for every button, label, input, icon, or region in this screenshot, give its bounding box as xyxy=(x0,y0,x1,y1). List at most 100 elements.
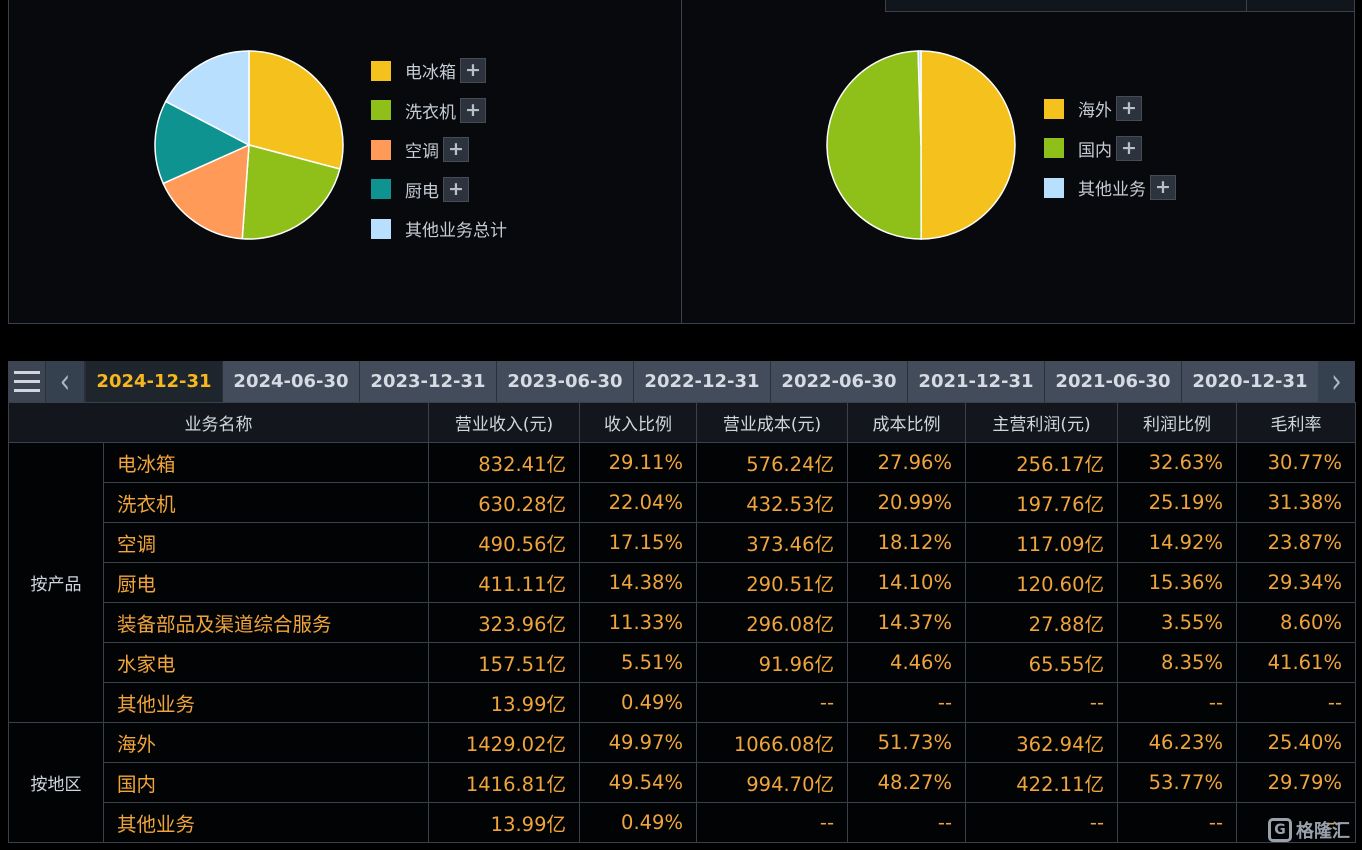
value-cell: 27.88亿 xyxy=(965,602,1118,643)
period-tab[interactable]: 2024-06-30 xyxy=(223,361,359,402)
logo-icon: G xyxy=(1268,818,1292,842)
column-header: 成本比例 xyxy=(847,402,966,443)
legend-label: 电冰箱 xyxy=(405,63,456,84)
period-tab[interactable]: 2022-06-30 xyxy=(771,361,907,402)
table-row: 洗衣机 630.28亿 22.04% 432.53亿 20.99% 197.76亿 25.1… xyxy=(9,482,1356,523)
expand-button[interactable]: + xyxy=(443,176,469,202)
table-row: 其他业务 13.99亿 0.49% -- -- -- -- -- xyxy=(9,802,1356,843)
table-header: 业务名称 营业收入(元) 收入比例 营业成本(元) 成本比例 主营利润(元) 利润比例 毛利率 xyxy=(8,402,1356,443)
value-cell: 14.37% xyxy=(847,602,966,643)
hamburger-icon xyxy=(13,368,40,395)
business-name-cell: 装备部品及渠道综合服务 xyxy=(103,602,429,643)
expand-button[interactable]: + xyxy=(443,137,469,163)
period-tab[interactable]: 2020-12-31 xyxy=(1182,361,1318,402)
expand-button[interactable]: + xyxy=(1116,135,1142,161)
period-tab[interactable]: 2021-12-31 xyxy=(908,361,1044,402)
prev-period-button[interactable]: ‹ xyxy=(46,361,84,402)
period-tab[interactable]: 2023-12-31 xyxy=(360,361,496,402)
value-cell: 323.96亿 xyxy=(428,602,580,643)
value-cell: 17.15% xyxy=(579,522,697,563)
value-cell: -- xyxy=(1117,682,1237,723)
product-legend-item[interactable]: 空调 + xyxy=(371,130,507,170)
value-cell: 29.79% xyxy=(1236,762,1356,803)
column-header: 营业收入(元) xyxy=(428,402,580,443)
value-cell: 411.11亿 xyxy=(428,562,580,603)
value-cell: 13.99亿 xyxy=(428,682,580,723)
region-legend-item[interactable]: 海外 + xyxy=(1044,89,1176,129)
value-cell: 46.23% xyxy=(1117,722,1237,763)
value-cell: -- xyxy=(1236,802,1356,843)
product-legend-item[interactable]: 电冰箱 + xyxy=(371,51,507,91)
value-cell: 117.09亿 xyxy=(965,522,1118,563)
product-legend-item[interactable]: 洗衣机 + xyxy=(371,91,507,131)
period-tab[interactable]: 2024-12-31 xyxy=(86,361,222,402)
product-slice[interactable] xyxy=(154,100,251,185)
business-name-cell: 水家电 xyxy=(103,642,429,683)
legend-swatch xyxy=(371,179,391,200)
product-chart-panel: 电冰箱 + 洗衣机 + 空调 + 厨电 + 其他业务总计 xyxy=(8,0,682,324)
region-slice[interactable] xyxy=(826,50,922,240)
column-header: 营业成本(元) xyxy=(696,402,848,443)
legend-label: 其他业务 xyxy=(1078,180,1146,201)
product-slice[interactable] xyxy=(162,143,250,240)
region-chart-panel: 海外 + 国内 + 其他业务 + xyxy=(681,0,1355,324)
product-slice[interactable] xyxy=(164,50,250,147)
group-label: 按地区 xyxy=(8,722,104,843)
business-name-cell: 其他业务 xyxy=(103,682,429,723)
expand-button[interactable]: + xyxy=(460,97,486,123)
region-pie-chart xyxy=(826,50,1016,240)
value-cell: 4.46% xyxy=(847,642,966,683)
expand-button[interactable]: + xyxy=(460,58,486,84)
period-tab-bar: ‹ 2024-12-31 2024-06-30 2023-12-31 2023-06-… xyxy=(8,361,1355,402)
period-tab[interactable]: 2021-06-30 xyxy=(1045,361,1181,402)
table-row: 其他业务 13.99亿 0.49% -- -- -- -- -- xyxy=(9,682,1356,723)
chevron-left-icon: ‹ xyxy=(59,362,71,401)
product-pie-chart xyxy=(154,50,344,240)
value-cell: 41.61% xyxy=(1236,642,1356,683)
expand-button[interactable]: + xyxy=(1150,175,1176,201)
value-cell: 32.63% xyxy=(1117,442,1237,483)
table-body: 按产品 电冰箱 832.41亿 29.11% 576.24亿 27.96% 256.17亿 3… xyxy=(8,442,1356,843)
period-tab[interactable]: 2022-12-31 xyxy=(634,361,770,402)
value-cell: 20.99% xyxy=(847,482,966,523)
table-row: 装备部品及渠道综合服务 323.96亿 11.33% 296.08亿 14.37% 27.… xyxy=(9,602,1356,643)
product-slice[interactable] xyxy=(248,50,344,170)
plus-icon: + xyxy=(1121,136,1137,159)
menu-button[interactable] xyxy=(8,361,45,402)
product-legend-item[interactable]: 厨电 + xyxy=(371,170,507,210)
period-tab[interactable]: 2023-06-30 xyxy=(497,361,633,402)
value-cell: -- xyxy=(847,682,966,723)
business-name-cell: 洗衣机 xyxy=(103,482,429,523)
legend-label: 洗衣机 xyxy=(405,102,456,123)
region-slice[interactable] xyxy=(920,50,1016,240)
value-cell: 27.96% xyxy=(847,442,966,483)
value-cell: 13.99亿 xyxy=(428,802,580,843)
value-cell: -- xyxy=(696,802,848,843)
product-legend-item[interactable]: 其他业务总计 xyxy=(371,209,507,249)
value-cell: 14.92% xyxy=(1117,522,1237,563)
next-period-button[interactable]: › xyxy=(1318,361,1355,402)
table-row: 按产品 电冰箱 832.41亿 29.11% 576.24亿 27.96% 256.17亿 3… xyxy=(8,442,1356,723)
value-cell: 49.97% xyxy=(579,722,697,763)
value-cell: 53.77% xyxy=(1117,762,1237,803)
value-cell: 197.76亿 xyxy=(965,482,1118,523)
product-slice[interactable] xyxy=(241,144,341,240)
value-cell: 8.60% xyxy=(1236,602,1356,643)
value-cell: -- xyxy=(1117,802,1237,843)
legend-swatch xyxy=(371,60,391,81)
value-cell: -- xyxy=(965,682,1118,723)
legend-swatch xyxy=(371,218,391,239)
value-cell: 8.35% xyxy=(1117,642,1237,683)
watermark-logo: G 格隆汇 xyxy=(1268,817,1350,843)
column-header: 利润比例 xyxy=(1117,402,1237,443)
region-slice[interactable] xyxy=(917,50,922,146)
value-cell: 23.87% xyxy=(1236,522,1356,563)
value-cell: 362.94亿 xyxy=(965,722,1118,763)
region-legend-item[interactable]: 其他业务 + xyxy=(1044,168,1176,208)
value-cell: 576.24亿 xyxy=(696,442,848,483)
region-legend-item[interactable]: 国内 + xyxy=(1044,129,1176,169)
value-cell: 422.11亿 xyxy=(965,762,1118,803)
value-cell: 296.08亿 xyxy=(696,602,848,643)
expand-button[interactable]: + xyxy=(1116,96,1142,122)
watermark-text: 格隆汇 xyxy=(1296,821,1350,842)
